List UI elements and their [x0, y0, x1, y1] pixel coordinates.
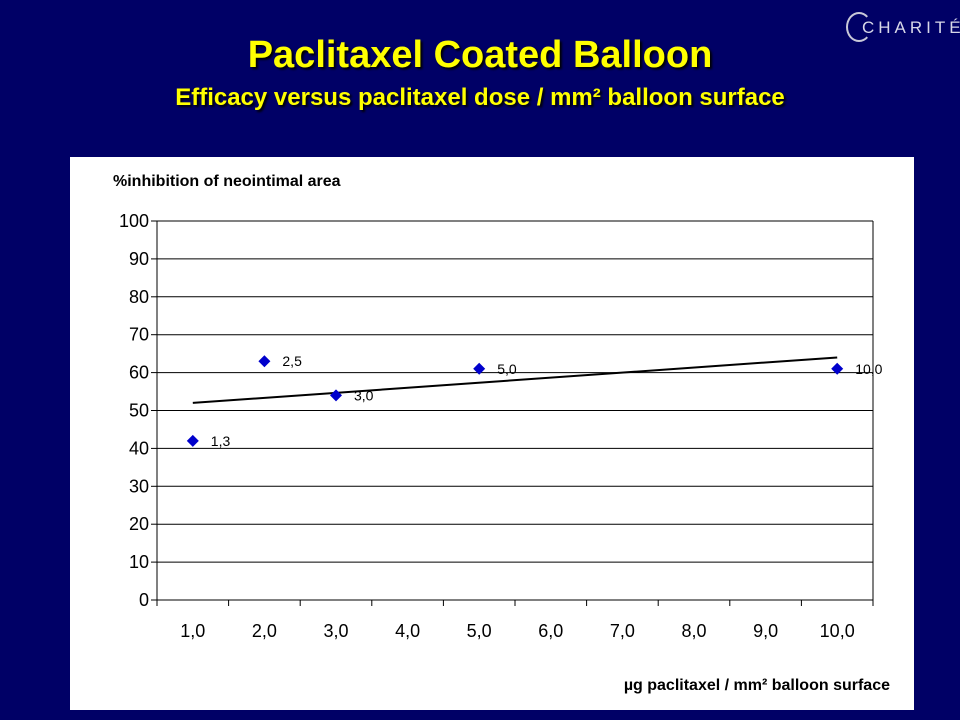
data-point-label: 10,0: [855, 361, 882, 377]
x-tick-label: 3,0: [323, 621, 348, 641]
y-tick-label: 30: [129, 476, 149, 496]
x-tick-label: 7,0: [610, 621, 635, 641]
x-tick-label: 2,0: [252, 621, 277, 641]
x-tick-label: 5,0: [467, 621, 492, 641]
x-tick-label: 10,0: [820, 621, 855, 641]
data-point-marker: [330, 389, 342, 402]
x-tick-label: 1,0: [180, 621, 205, 641]
x-tick-label: 8,0: [681, 621, 706, 641]
slide-title: Paclitaxel Coated Balloon: [247, 34, 713, 76]
logo-text: CHARITÉ: [862, 18, 960, 37]
y-tick-label: 50: [129, 401, 149, 421]
x-tick-label: 9,0: [753, 621, 778, 641]
scatter-chart: 0 10 20 30 40 50 60 70 80 90 100 1,0 2,0 3,0 4,0 5,0 6,0…: [119, 211, 883, 641]
y-tick-label: 60: [129, 363, 149, 383]
data-point-label: 3,0: [354, 387, 374, 403]
x-axis-label: µg paclitaxel / mm² balloon surface: [623, 677, 890, 694]
data-point-marker: [258, 355, 271, 368]
y-tick-label: 20: [129, 514, 149, 534]
y-tick-label: 80: [129, 287, 149, 307]
data-point-label: 5,0: [497, 361, 517, 377]
y-axis-label: %inhibition of neointimal area: [113, 173, 341, 190]
y-tick-label: 90: [129, 249, 149, 269]
data-point-marker: [831, 362, 844, 375]
x-tick-label: 6,0: [538, 621, 563, 641]
y-tick-label: 70: [129, 325, 149, 345]
y-tick-label: 0: [139, 590, 149, 610]
y-tick-label: 40: [129, 438, 149, 458]
charite-logo: CHARITÉ: [846, 10, 960, 46]
trendline: [192, 356, 838, 404]
data-point-label: 1,3: [211, 433, 231, 449]
logo-c-mark: [846, 12, 872, 42]
y-tick-label: 100: [119, 211, 149, 231]
data-point-marker: [473, 362, 486, 375]
y-tick-label: 10: [129, 552, 149, 572]
data-point-marker: [186, 434, 199, 447]
x-tick-label: 4,0: [395, 621, 420, 641]
chart-panel: 0 10 20 30 40 50 60 70 80 90 100 1,0 2,0 3,0 4,0 5,0 6,0…: [70, 157, 914, 710]
slide-subtitle: Efficacy versus paclitaxel dose / mm² ba…: [175, 84, 785, 111]
data-point-label: 2,5: [282, 353, 302, 369]
